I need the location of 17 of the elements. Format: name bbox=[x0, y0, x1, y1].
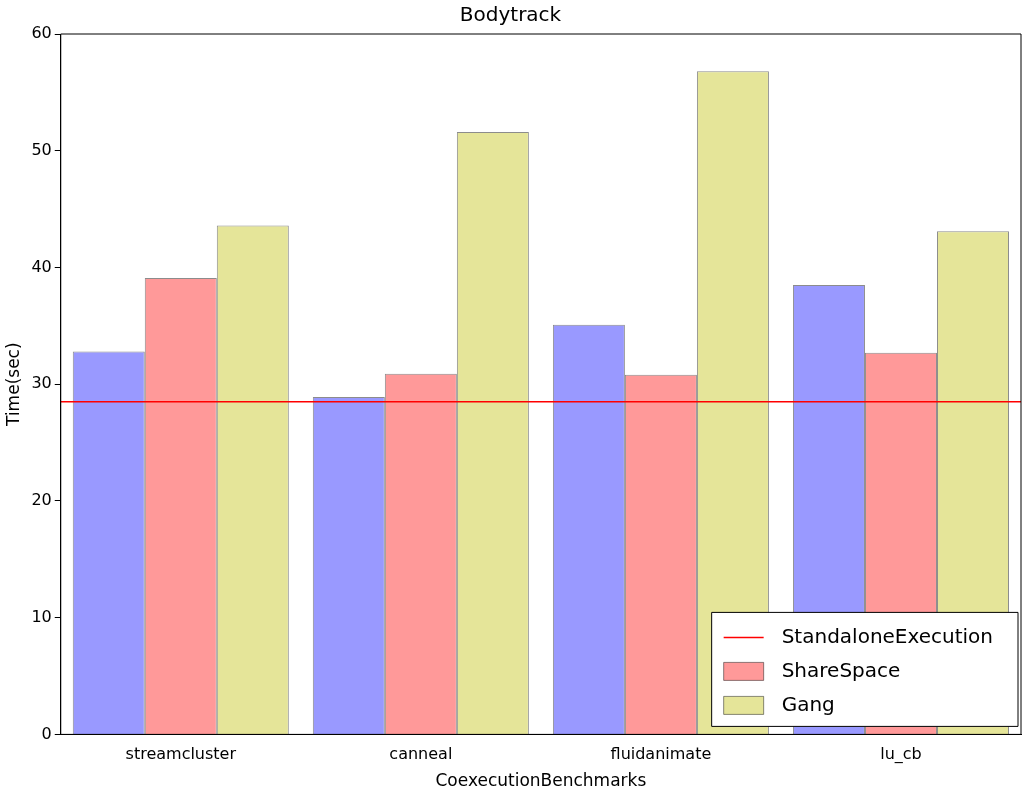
x-tick-label: streamcluster bbox=[125, 744, 237, 764]
legend-label: ShareSpace bbox=[781, 657, 901, 682]
y-tick-label: 50 bbox=[31, 139, 52, 159]
y-tick-label: 0 bbox=[41, 723, 52, 743]
x-tick-label: fluidanimate bbox=[610, 744, 712, 764]
y-tick-label: 60 bbox=[31, 23, 52, 43]
y-tick-label: 10 bbox=[31, 606, 52, 626]
y-tick-label: 40 bbox=[31, 256, 52, 276]
x-tick-label: lu_cb bbox=[880, 744, 922, 765]
x-axis-title: CoexecutionBenchmarks bbox=[435, 770, 647, 791]
x-tick-label: canneal bbox=[389, 744, 453, 764]
legend-label: StandaloneExecution bbox=[781, 623, 994, 648]
y-axis-title: Time(sec) bbox=[2, 342, 23, 427]
chart-title: Bodytrack bbox=[459, 2, 562, 27]
legend-label: Gang bbox=[781, 691, 835, 716]
y-tick-label: 30 bbox=[31, 373, 52, 393]
y-tick-label: 20 bbox=[31, 490, 52, 510]
